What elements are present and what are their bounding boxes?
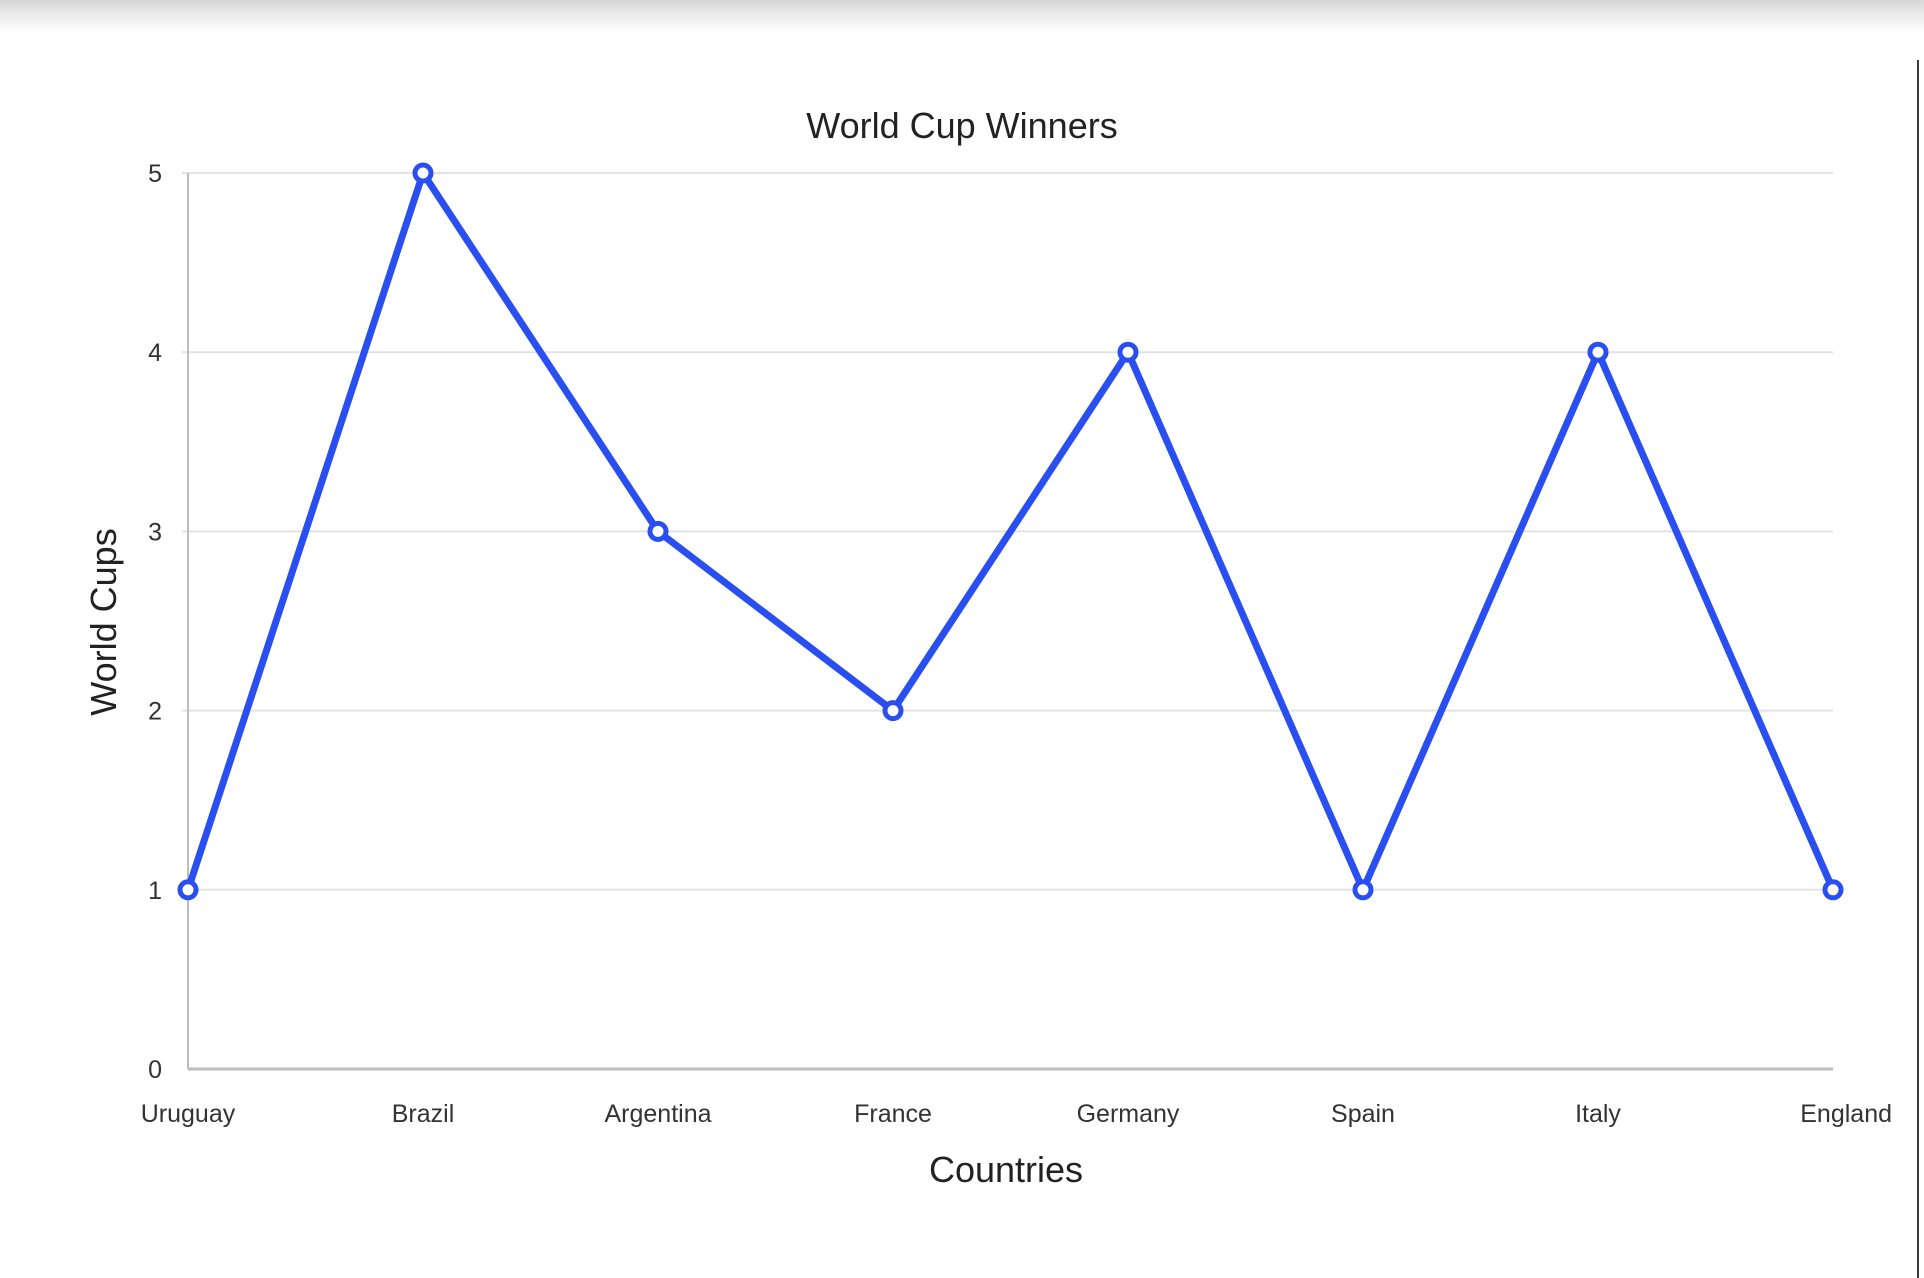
data-point [647,520,669,542]
series-lines [184,169,1837,894]
x-tick-label: Germany [1077,1100,1180,1128]
window-right-edge [1917,60,1919,1278]
y-tick-label: 2 [148,698,162,726]
x-tick-labels: Uruguay Brazil Argentina France Germany Spain… [141,1100,1892,1128]
x-tick-label: Spain [1331,1100,1395,1128]
x-tick-label: Italy [1575,1100,1621,1128]
y-tick-label: 0 [148,1056,162,1084]
y-tick-label: 1 [148,877,162,905]
data-point [1587,341,1609,363]
data-point [1822,879,1844,901]
window-top-shadow [0,0,1924,34]
x-tick-label: England [1800,1100,1892,1128]
y-tick-label: 4 [148,339,162,367]
data-point [1117,341,1139,363]
data-points [177,162,1844,901]
x-axis-title: Countries [929,1149,1083,1190]
data-point [412,162,434,184]
data-point [177,879,199,901]
y-tick-label: 3 [148,518,162,546]
y-tick-labels: 0 1 2 3 4 5 [148,160,162,1084]
data-point [882,700,904,722]
axes [187,173,1833,1071]
y-axis-title: World Cups [83,528,124,715]
y-tick-label: 5 [148,160,162,188]
series-line [184,169,1837,894]
x-tick-label: Brazil [392,1100,455,1128]
chart-title: World Cup Winners [806,105,1117,146]
x-tick-label: Argentina [604,1100,711,1128]
x-tick-label: France [854,1100,932,1128]
x-tick-label: Uruguay [141,1100,236,1128]
data-point [1352,879,1374,901]
